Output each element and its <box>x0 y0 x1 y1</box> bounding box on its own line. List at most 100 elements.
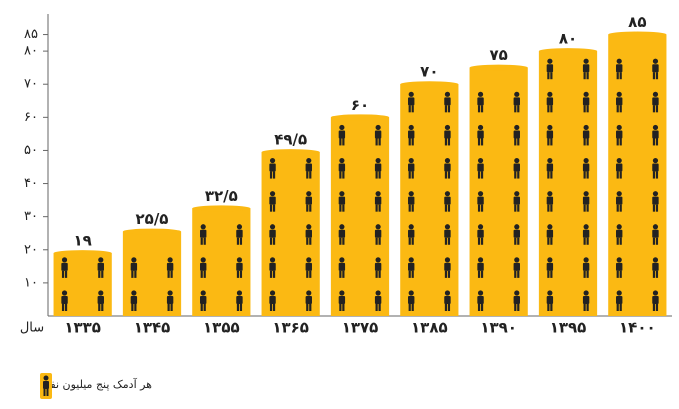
icon-head <box>269 290 276 296</box>
icon-leg <box>408 237 411 245</box>
icon-leg <box>131 270 134 278</box>
icon-body <box>374 196 382 205</box>
icon-leg <box>514 237 517 245</box>
icon-body <box>338 196 346 205</box>
person-icon <box>338 224 346 245</box>
person-icon <box>269 157 276 179</box>
person-icon <box>236 224 243 245</box>
icon-leg <box>408 105 411 113</box>
icon-leg <box>408 204 411 212</box>
person-icon <box>408 191 415 212</box>
value-label: ۲۵/۵ <box>136 210 169 228</box>
icon-leg <box>447 270 451 278</box>
person-icon <box>305 224 312 245</box>
icon-head <box>547 257 553 263</box>
icon-leg <box>447 304 451 311</box>
icon-body <box>652 196 659 205</box>
icon-head <box>547 157 553 164</box>
person-icon <box>236 290 243 311</box>
icon-leg <box>342 138 345 146</box>
icon-leg <box>375 204 378 212</box>
icon-head <box>375 257 381 263</box>
person-icon <box>374 157 382 179</box>
icon-leg <box>200 237 203 245</box>
icon-leg <box>408 270 411 278</box>
value-label: ۱۹ <box>74 232 92 250</box>
person-icon <box>97 257 104 278</box>
icon-leg <box>517 304 520 311</box>
icon-head <box>375 124 381 131</box>
person-icon <box>338 257 346 278</box>
icons <box>477 91 520 311</box>
icon-leg <box>655 304 659 311</box>
icon-leg <box>131 304 134 311</box>
icon-head <box>375 157 381 164</box>
person-icon <box>652 257 659 278</box>
person-icon <box>97 290 104 311</box>
icon-body <box>477 196 484 205</box>
person-icon <box>338 191 346 212</box>
icon-body <box>338 296 346 304</box>
person-icon <box>374 257 382 278</box>
icon-leg <box>616 138 619 146</box>
bar-cap <box>608 31 667 38</box>
person-icon <box>513 124 520 146</box>
icon-head <box>616 257 622 263</box>
icon-leg <box>411 105 414 113</box>
icon-leg <box>339 237 342 245</box>
icon-body <box>408 196 415 205</box>
icons <box>546 58 590 311</box>
icon-body <box>269 229 276 238</box>
icon-leg <box>61 304 65 311</box>
icons <box>200 224 243 311</box>
icon-head <box>583 290 589 296</box>
icon-leg <box>378 304 381 311</box>
bar-cap <box>400 81 459 88</box>
icon-body <box>513 163 520 172</box>
icon-leg <box>477 304 481 311</box>
icon-leg <box>547 72 550 80</box>
icon-body <box>513 97 520 106</box>
icon-leg <box>616 171 619 179</box>
icon-body <box>338 130 346 139</box>
icon-head <box>236 290 243 296</box>
icon-leg <box>342 171 345 179</box>
icon-leg <box>411 304 414 311</box>
x-axis-label: سال <box>20 321 44 336</box>
person-icon <box>513 290 520 311</box>
icon-leg <box>586 204 589 212</box>
icon-head <box>131 257 137 263</box>
icon-leg <box>375 138 378 146</box>
icon-leg <box>514 105 517 113</box>
icon-leg <box>619 204 622 212</box>
icon-body <box>582 296 590 304</box>
icon-head <box>98 257 104 263</box>
icon-leg <box>339 270 342 278</box>
person-icon <box>305 257 312 278</box>
person-icon <box>166 290 174 311</box>
icon-leg <box>550 204 553 212</box>
icon-head <box>375 224 381 230</box>
icon-body <box>582 262 590 271</box>
icon-head <box>547 58 553 64</box>
icon-leg <box>444 237 448 245</box>
x-tick-label: ۱۳۴۵ <box>134 319 171 337</box>
value-label: ۴۹/۵ <box>274 131 307 149</box>
icon-leg <box>477 237 481 245</box>
icon-head <box>306 257 312 263</box>
icon-leg <box>550 171 553 179</box>
icon-leg <box>517 105 520 113</box>
icon-leg <box>444 204 448 212</box>
icon-leg <box>272 304 276 311</box>
icon-body <box>338 163 346 172</box>
icon-leg <box>309 270 312 278</box>
icon-body <box>374 229 382 238</box>
icon-leg <box>269 270 273 278</box>
person-icon <box>477 91 484 113</box>
icon-leg <box>170 270 173 278</box>
icon-body <box>408 97 415 106</box>
person-icon <box>338 157 346 179</box>
icon-leg <box>517 270 520 278</box>
icon-leg <box>339 204 342 212</box>
icon-body <box>444 97 451 106</box>
